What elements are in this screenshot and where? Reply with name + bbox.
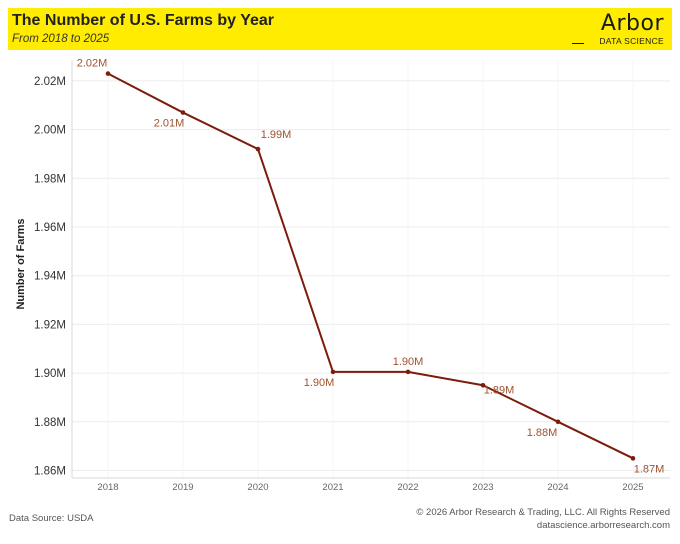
data-label: 1.89M: [484, 384, 515, 396]
data-point: [480, 382, 486, 388]
y-axis-title: Number of Farms: [15, 218, 27, 309]
gridlines: [72, 60, 670, 478]
data-source: Data Source: USDA: [9, 513, 94, 524]
data-label: 1.88M: [527, 427, 558, 439]
chart-subtitle: From 2018 to 2025: [12, 33, 110, 45]
x-tick-label: 2020: [247, 482, 268, 493]
x-tick-label: 2024: [547, 482, 568, 493]
website-text: datascience.arborresearch.com: [536, 520, 670, 531]
logo-wordmark: Arbor: [600, 11, 664, 36]
series-line-layer: [105, 71, 636, 461]
y-tick-label: 1.96M: [34, 222, 66, 234]
data-label: 1.90M: [393, 356, 424, 368]
x-tick-label: 2022: [397, 482, 418, 493]
axes: 1.86M 1.88M 1.90M 1.92M 1.94M 1.96M 1.98M 2.00M…: [15, 60, 670, 493]
x-tick-label: 2023: [472, 482, 493, 493]
y-tick-label: 2.00M: [34, 125, 66, 137]
y-tick-label: 1.90M: [34, 368, 66, 380]
data-point: [405, 369, 411, 375]
data-label: 1.99M: [261, 129, 292, 141]
y-tick-label: 1.88M: [34, 417, 66, 429]
data-point: [105, 71, 111, 76]
arbor-logo: Arbor DATA SCIENCE: [572, 11, 668, 47]
data-point: [255, 146, 261, 152]
data-label: 1.90M: [304, 377, 335, 389]
data-labels: 2.02M 2.01M 1.99M 1.90M 1.90M 1.89M 1.88M 1.87M: [77, 58, 665, 476]
chart-title: The Number of U.S. Farms by Year: [12, 12, 275, 29]
data-point: [330, 369, 336, 375]
data-point: [630, 456, 636, 461]
data-label: 2.02M: [77, 58, 108, 70]
y-tick-label: 2.02M: [34, 76, 66, 88]
data-label: 2.01M: [154, 118, 185, 130]
x-tick-label: 2021: [322, 482, 343, 493]
footer-credits: © 2026 Arbor Research & Trading, LLC. Al…: [416, 506, 670, 532]
x-tick-label: 2018: [97, 482, 118, 493]
x-tick-label: 2025: [622, 482, 643, 493]
series-line: [107, 72, 634, 460]
logo-tagline: DATA SCIENCE: [599, 36, 664, 46]
title-banner: The Number of U.S. Farms by Year From 20…: [8, 8, 672, 50]
y-tick-label: 1.92M: [34, 319, 66, 331]
y-tick-label: 1.94M: [34, 271, 66, 283]
y-tick-label: 1.86M: [34, 466, 66, 478]
data-point: [555, 419, 561, 425]
copyright-text: © 2026 Arbor Research & Trading, LLC. Al…: [416, 507, 670, 518]
data-label: 1.87M: [634, 463, 665, 475]
y-tick-label: 1.98M: [34, 173, 66, 185]
x-tick-label: 2019: [172, 482, 193, 493]
data-point: [180, 110, 186, 115]
logo-underline: [572, 43, 584, 44]
